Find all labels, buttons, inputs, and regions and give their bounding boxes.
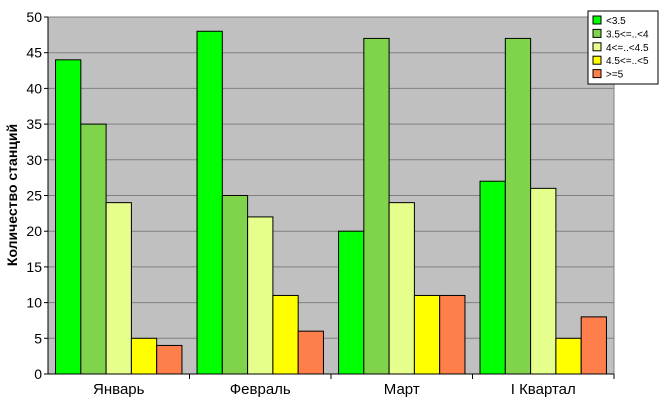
y-tick-label: 20 [26, 223, 42, 239]
legend-label: >=5 [606, 70, 624, 81]
legend-swatch [592, 15, 602, 25]
legend-label: 4<=..<4.5 [606, 43, 649, 54]
bar [80, 123, 107, 375]
bar [413, 294, 441, 375]
bar [504, 37, 532, 375]
y-tick-label: 45 [26, 45, 42, 61]
y-tick-label: 30 [26, 152, 42, 168]
y-tick-label: 35 [26, 116, 42, 132]
bar [338, 230, 365, 375]
legend-swatch [592, 69, 602, 79]
bar [388, 202, 415, 375]
legend-swatch [592, 55, 602, 65]
bar [439, 294, 466, 375]
x-tick-label: Февраль [230, 381, 291, 398]
legend-label: 3.5<=..<4 [606, 29, 649, 40]
y-tick-label: 0 [34, 366, 42, 382]
bar [555, 337, 582, 375]
axes: 0 5 10 15 20 25 30 35 40 45 50 Январь Февраль Март I К… [26, 9, 615, 398]
y-tick-label: 5 [34, 330, 42, 346]
bar [105, 202, 132, 375]
legend: <3.5 3.5<=..<4 4<=..<4.5 4.5<=..<5 >=5 [587, 10, 659, 85]
x-tick-label: Март [384, 381, 420, 398]
x-tick-label: I Квартал [511, 381, 576, 398]
bar [479, 180, 506, 375]
bar [156, 344, 183, 375]
bar [221, 195, 249, 375]
bar [55, 59, 82, 375]
bar [580, 316, 607, 375]
legend-swatch [592, 28, 602, 38]
bar [272, 294, 299, 375]
bar [196, 30, 223, 375]
bar [130, 337, 158, 375]
x-tick-label: Январь [93, 381, 145, 398]
bars [55, 30, 607, 375]
y-tick-label: 25 [26, 188, 42, 204]
y-tick-label: 40 [26, 80, 42, 96]
y-tick-label: 50 [26, 9, 42, 25]
bar [530, 187, 557, 375]
bar [297, 330, 324, 375]
bar [247, 216, 274, 375]
bar [363, 37, 390, 375]
y-tick-label: 10 [26, 295, 42, 311]
y-axis-label: Количество станций [4, 124, 20, 266]
legend-swatch [592, 42, 602, 52]
legend-label: 4.5<=..<5 [606, 56, 649, 67]
legend-label: <3.5 [606, 16, 626, 27]
y-tick-label: 15 [26, 259, 42, 275]
